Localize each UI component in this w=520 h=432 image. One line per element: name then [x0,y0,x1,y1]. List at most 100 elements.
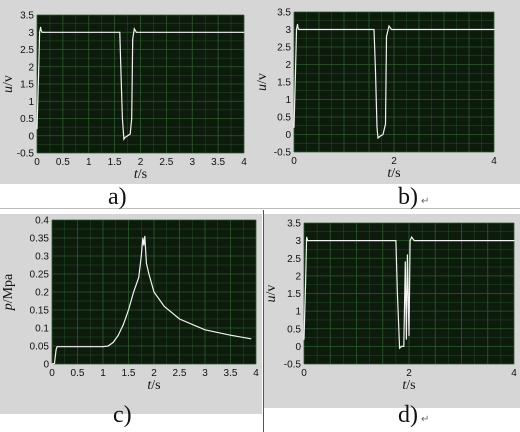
data-point-b [373,29,375,30]
data-point-b [393,29,395,30]
x-tick-label-a: 3.5 [211,157,225,168]
data-point-d [395,240,397,242]
y-tick-label-a: 0.5 [20,114,34,125]
y-tick-label-a: -0.5 [17,149,35,160]
x-tick-label-a: 1 [86,157,92,168]
data-point-c [51,363,53,365]
y-tick-label-a: 1.5 [20,80,34,91]
data-point-c [56,346,58,348]
data-point-a [36,128,38,130]
data-point-c [144,235,146,237]
x-tick-label-a: 0.5 [56,157,70,168]
data-point-b [385,123,386,125]
data-point-b [293,127,295,128]
x-tick-label-c: 3.5 [224,368,238,379]
data-point-d [305,282,307,284]
data-point-d [303,338,305,340]
data-point-a [121,118,123,119]
x-tick-label-c: 2.5 [173,368,187,379]
y-tick-label-d: 1 [295,307,301,318]
data-point-b [382,134,384,135]
x-axis-label-a: t/s [134,167,147,182]
y-tick-label-c: 0.1 [35,324,49,335]
x-axis-label-c: t/s [147,378,160,393]
series-line-a [36,26,244,142]
x-tick-label-c: 1 [100,368,106,379]
data-point-a [119,31,121,33]
y-tick-label-a: 0 [28,131,34,142]
data-point-c [112,341,114,343]
x-tick-label-a: 3 [189,157,195,168]
data-point-a [120,66,122,68]
data-point-a [131,118,133,119]
data-point-b [297,23,298,25]
y-tick-label-d: 3 [295,236,301,247]
data-point-d [404,261,406,263]
data-point-a [44,31,46,33]
y-tick-label-b: -0.5 [274,148,292,159]
data-point-d [413,240,415,242]
x-tick-label-d: 2 [406,368,412,379]
data-point-c [107,345,109,347]
data-point-d [405,338,407,340]
x-tick-label-b: 0 [291,156,297,167]
y-tick-label-a: 3 [28,28,34,39]
series-line-c [51,236,252,365]
y-tick-label-a: 1 [28,97,34,108]
data-point-b [295,71,296,72]
data-point-a [132,38,134,40]
data-point-b [391,29,392,30]
caption-b: b) [398,184,418,210]
y-tick-label-a: 3.5 [20,11,34,22]
data-point-a [41,31,43,33]
data-point-a [40,26,42,28]
x-tick-label-c: 3 [202,368,208,379]
x-tick-label-a: 1.5 [108,157,122,168]
x-tick-label-a: 0 [34,157,40,168]
y-tick-label-a: 2 [28,62,34,73]
data-point-d [513,240,515,242]
y-axis-label-a: u/v [1,75,16,93]
data-point-c [140,255,142,257]
x-tick-label-c: 4 [253,368,259,379]
data-point-a [123,138,125,140]
data-point-a [39,31,41,33]
data-point-c [122,323,124,325]
data-point-a [140,31,141,33]
y-axis-label-c: p/Mpa [1,273,16,311]
data-point-c [133,291,135,293]
data-point-c [179,318,180,320]
y-tick-label-c: 0.2 [35,288,49,299]
data-point-d [401,345,403,347]
data-point-a [135,31,137,33]
x-tick-label-b: 4 [491,156,497,167]
y-tick-label-b: 1 [285,95,291,106]
data-point-c [54,362,56,364]
y-axis-label-b: u/v [255,73,270,91]
y-tick-label-a: 2.5 [20,45,34,56]
chart-c: 0 0.5 1 1.5 2 2.5 3 3.5 4 0 0.05 0.1 0.15 0.2 0.25 0.3 0… [1,216,259,394]
y-tick-label-c: 0.05 [30,342,50,353]
data-point-a [127,135,129,137]
data-point-c [102,346,104,348]
data-point-a [40,30,42,32]
caption-a: a) [108,184,127,210]
data-point-d [416,240,418,242]
y-tick-label-c: 0.4 [35,216,49,227]
data-point-b [298,29,300,30]
data-point-c [138,277,140,279]
x-tick-label-a: 2.5 [159,157,173,168]
x-tick-label-c: 2 [151,368,157,379]
y-tick-label-c: 0.3 [35,252,49,263]
y-tick-label-d: 2.5 [287,254,301,265]
data-point-c [128,309,129,311]
data-point-c [250,338,252,340]
data-point-a [38,73,40,75]
y-tick-label-b: 0 [285,130,291,141]
data-point-b [301,29,302,30]
y-tick-label-d: 0 [295,342,301,353]
data-point-a [124,136,126,138]
data-point-d [409,240,411,242]
y-tick-label-d: -0.5 [284,360,302,371]
data-point-b [388,25,390,27]
